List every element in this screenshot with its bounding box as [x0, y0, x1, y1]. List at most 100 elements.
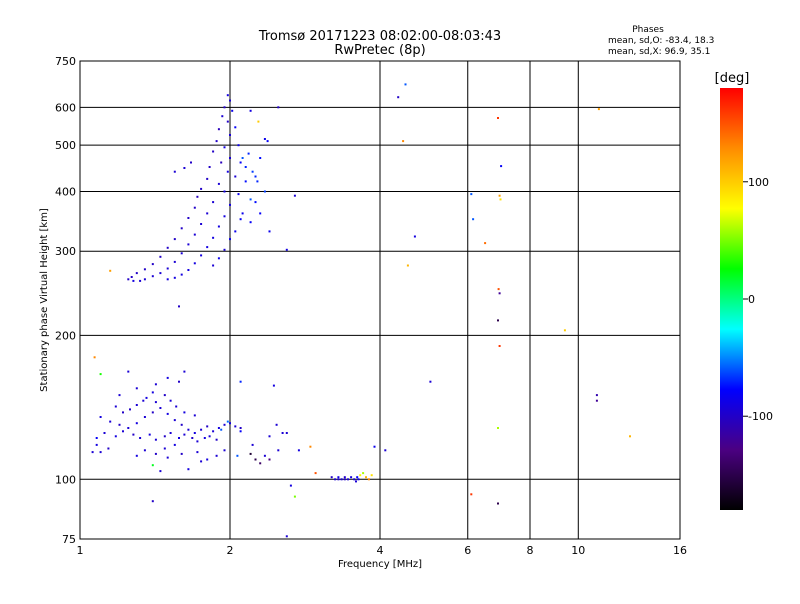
- data-point: [217, 257, 220, 260]
- data-point: [193, 206, 196, 209]
- data-point: [208, 166, 211, 168]
- data-point: [173, 443, 176, 446]
- data-point: [118, 394, 121, 397]
- y-tick-label: 400: [55, 185, 76, 198]
- data-point: [95, 437, 98, 439]
- data-point: [500, 165, 503, 168]
- data-point: [309, 445, 312, 448]
- data-point: [234, 175, 237, 178]
- data-point: [109, 269, 112, 272]
- data-point: [223, 190, 226, 193]
- data-point: [183, 370, 186, 373]
- data-point: [154, 383, 157, 386]
- data-point: [142, 399, 145, 402]
- data-point: [196, 440, 199, 443]
- data-point: [159, 255, 162, 258]
- data-point: [285, 248, 288, 251]
- data-point: [217, 128, 220, 131]
- data-point: [220, 161, 223, 164]
- data-point: [259, 157, 262, 159]
- y-axis-label: Stationary phase Virtual Height [km]: [39, 208, 50, 392]
- data-point: [180, 227, 183, 230]
- data-point: [254, 175, 257, 178]
- data-point: [180, 273, 183, 276]
- data-point: [215, 454, 218, 457]
- data-point: [397, 96, 400, 99]
- data-point: [249, 452, 252, 455]
- data-point: [151, 263, 154, 266]
- data-point: [249, 221, 252, 224]
- y-tick-label: 200: [55, 329, 76, 342]
- stats-line-x: mean, sd,X: 96.9, 35.1: [608, 47, 710, 57]
- data-point: [196, 195, 199, 198]
- data-point: [470, 493, 473, 496]
- data-point: [122, 430, 124, 433]
- data-point: [231, 109, 234, 112]
- data-point: [166, 267, 169, 270]
- data-point: [563, 329, 566, 332]
- data-point: [221, 115, 224, 118]
- data-point: [212, 150, 215, 153]
- data-point: [226, 420, 229, 423]
- data-point: [223, 449, 226, 452]
- data-point: [293, 495, 296, 498]
- data-point: [163, 447, 166, 450]
- data-point: [254, 458, 257, 461]
- data-point: [259, 462, 262, 465]
- colorbar-tick-label: -100: [748, 410, 773, 423]
- data-point: [595, 399, 598, 402]
- data-point: [370, 474, 373, 477]
- data-point: [244, 180, 247, 183]
- data-point: [154, 438, 157, 441]
- data-point: [356, 476, 359, 479]
- data-point: [251, 443, 254, 446]
- x-axis-ticks: 1 2 4 6 8 10 16: [77, 544, 688, 557]
- data-point: [95, 443, 98, 446]
- data-point: [237, 144, 240, 147]
- data-point: [200, 223, 203, 225]
- data-point: [200, 460, 203, 463]
- data-point: [497, 117, 499, 119]
- data-point: [212, 430, 215, 433]
- data-point: [597, 108, 600, 111]
- y-tick-label: 500: [55, 139, 76, 152]
- data-point: [175, 405, 178, 408]
- data-point: [247, 152, 250, 155]
- data-point: [135, 272, 138, 275]
- data-point: [223, 248, 226, 251]
- data-point: [151, 275, 154, 278]
- data-point: [334, 478, 337, 481]
- data-point: [139, 279, 142, 282]
- data-point: [173, 260, 176, 263]
- data-point: [281, 432, 284, 434]
- stats-heading: Phases: [632, 25, 664, 35]
- data-point: [151, 391, 154, 394]
- data-point: [353, 478, 356, 481]
- data-point: [187, 468, 190, 471]
- data-point: [268, 458, 271, 461]
- data-point: [206, 458, 209, 461]
- data-point: [132, 279, 135, 282]
- data-point: [212, 236, 215, 239]
- data-point: [239, 427, 242, 429]
- data-point: [178, 380, 180, 383]
- stats-box: Phases mean, sd,O: -83.4, 18.3 mean, sd,…: [608, 25, 714, 57]
- data-point: [114, 435, 117, 438]
- data-point: [166, 246, 169, 249]
- data-point: [135, 387, 138, 390]
- data-point: [159, 407, 162, 409]
- data-point: [109, 420, 112, 423]
- data-point: [237, 193, 240, 196]
- data-point: [362, 472, 365, 475]
- data-point: [190, 161, 192, 164]
- data-point: [91, 451, 94, 454]
- data-point: [215, 140, 218, 143]
- chart-title: Tromsø 20171223 08:02:00-08:03:43: [258, 29, 501, 44]
- data-point: [193, 233, 196, 236]
- data-point: [268, 435, 271, 438]
- data-point: [249, 109, 252, 112]
- data-point: [234, 425, 237, 428]
- data-point: [206, 425, 209, 428]
- data-point: [217, 225, 220, 228]
